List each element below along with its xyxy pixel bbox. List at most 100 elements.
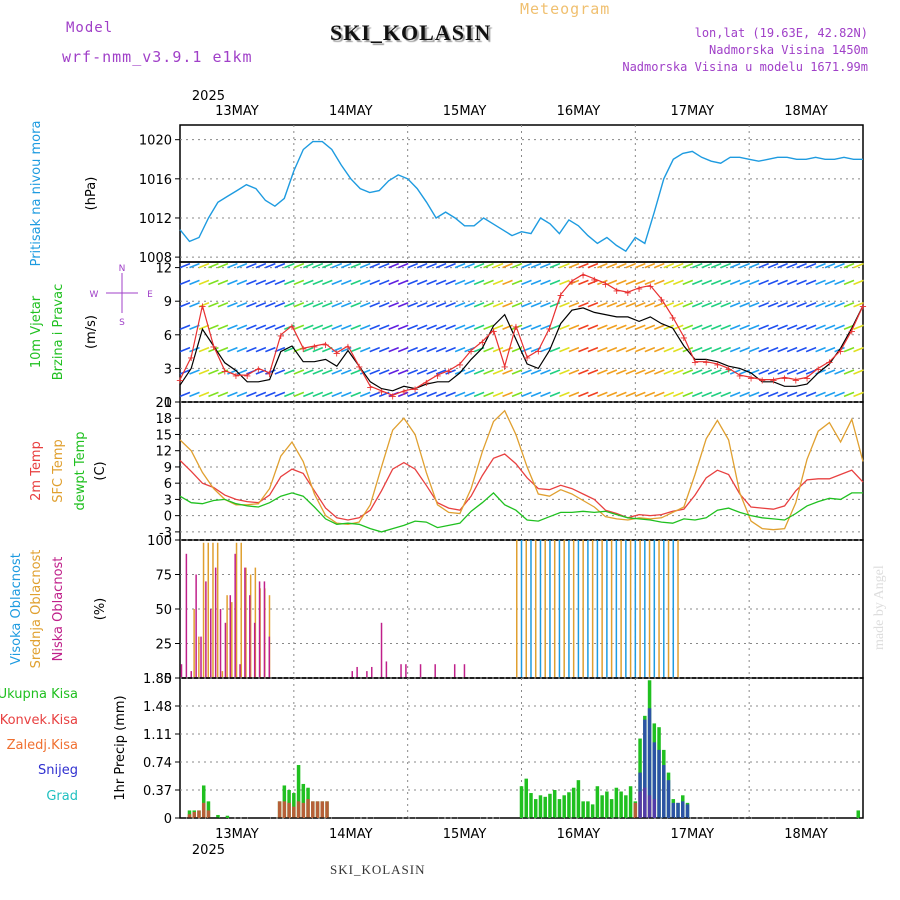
- wind-barb: [303, 262, 314, 269]
- wind-barb: [340, 369, 352, 375]
- wind-barb: [540, 369, 551, 375]
- wind-barb: [426, 346, 437, 353]
- wind-gust-mark: +: [556, 290, 564, 301]
- wind-barb: [805, 279, 817, 286]
- wind-barb: [435, 279, 447, 286]
- wind-barb: [303, 279, 314, 286]
- precip-bar-0: [562, 795, 566, 818]
- wind-barb: [227, 324, 238, 330]
- wind-barb: [246, 279, 257, 286]
- wind-barb: [796, 302, 807, 308]
- wind-barb: [597, 346, 608, 353]
- wind-barb: [530, 324, 542, 330]
- wind-barb: [445, 279, 456, 286]
- wind-barb: [321, 302, 333, 308]
- wind-barb: [549, 279, 561, 286]
- wind-barb: [663, 369, 675, 375]
- wind-barb: [710, 391, 722, 398]
- wind-barb: [464, 346, 475, 353]
- wind-barb: [502, 302, 513, 308]
- wind-barb: [483, 369, 494, 375]
- wind-barb: [625, 262, 637, 269]
- cloud-ytick-label: 25: [155, 638, 172, 653]
- wind-barb: [578, 369, 589, 375]
- wind-barb: [853, 302, 864, 308]
- wind-barb: [530, 279, 542, 286]
- wind-barb: [805, 369, 817, 375]
- wind-barb: [834, 302, 845, 308]
- wind-gust-mark: +: [456, 360, 464, 371]
- wind-barb: [521, 302, 532, 308]
- wind-barb: [454, 262, 466, 269]
- wind-barb: [511, 369, 523, 375]
- precip-bar-1: [192, 811, 196, 818]
- wind-barb: [312, 262, 324, 269]
- wind-barb: [729, 391, 741, 398]
- precip-bar-1: [296, 801, 301, 818]
- wind-barb: [369, 346, 381, 353]
- wind-barb: [464, 302, 475, 308]
- wind-barb: [502, 279, 513, 286]
- wind-barb: [378, 369, 390, 375]
- wind-barb: [616, 324, 627, 330]
- wind-barb: [559, 279, 570, 286]
- wind-gust-mark: +: [657, 295, 665, 306]
- wind-barb: [179, 279, 191, 286]
- wind-barb: [208, 369, 219, 375]
- wind-ytick-label: 6: [164, 329, 172, 344]
- wind-gust-mark: +: [612, 286, 620, 297]
- wind-barb: [359, 324, 371, 330]
- wind-barb: [350, 302, 362, 308]
- wind-gust-mark: +: [501, 362, 509, 373]
- wind-barb: [597, 262, 608, 269]
- wind-gust-mark: +: [411, 385, 419, 396]
- wind-barb: [786, 262, 798, 269]
- wind-barb: [378, 324, 390, 330]
- precip-bar-0: [524, 778, 528, 818]
- wind-barb: [321, 391, 333, 398]
- wind-barb: [748, 302, 760, 308]
- wind-barb: [312, 324, 324, 330]
- wind-barb: [663, 324, 675, 330]
- precip-ytick-label: 1.48: [143, 700, 172, 715]
- wind-gust-mark: +: [232, 371, 240, 382]
- year-label-top: 2025: [192, 89, 225, 104]
- wind-barb: [236, 262, 248, 269]
- wind-barb: [397, 324, 409, 330]
- wind-barb: [824, 302, 836, 308]
- precip-bar-2: [657, 749, 661, 818]
- wind-barb: [350, 369, 362, 375]
- wind-barb: [208, 391, 219, 398]
- temp-ylabel-dewpt: dewpt Temp: [73, 431, 88, 510]
- precip-legend-2: Zaledj.Kisa: [7, 738, 78, 753]
- wind-gust-mark: +: [702, 358, 710, 369]
- wind-barb: [540, 279, 551, 286]
- wind-barb: [663, 346, 675, 353]
- wind-barb: [729, 324, 741, 330]
- wind-barb: [824, 391, 836, 398]
- wind-barb: [303, 391, 314, 398]
- wind-barb: [378, 302, 390, 308]
- wind-barb: [464, 279, 475, 286]
- wind-barb: [777, 391, 788, 398]
- wind-barb: [198, 369, 210, 375]
- cloud-ytick-label: 50: [155, 603, 172, 618]
- cloud-ylabel-low: Niska Oblacnost: [51, 557, 66, 662]
- wind-barb: [834, 279, 845, 286]
- wind-barb: [464, 324, 475, 330]
- precip-bar-0: [619, 791, 623, 818]
- wind-barb: [416, 279, 428, 286]
- wind-barb: [682, 279, 694, 286]
- wind-barb: [255, 279, 267, 286]
- date-label-bottom: 18MAY: [784, 827, 828, 842]
- wind-barb: [284, 262, 295, 269]
- wind-barb: [824, 346, 836, 353]
- wind-barb: [208, 279, 219, 286]
- wind-gust-mark: +: [579, 270, 587, 281]
- wind-barb: [758, 391, 769, 398]
- wind-ylabel-1: 10m Vjetar: [29, 295, 44, 368]
- wind-barb: [189, 346, 200, 353]
- model-elevation-text: Nadmorska Visina u modelu 1671.99m: [622, 60, 868, 74]
- wind-barb: [559, 369, 570, 375]
- wind-ytick-label: 9: [164, 295, 172, 310]
